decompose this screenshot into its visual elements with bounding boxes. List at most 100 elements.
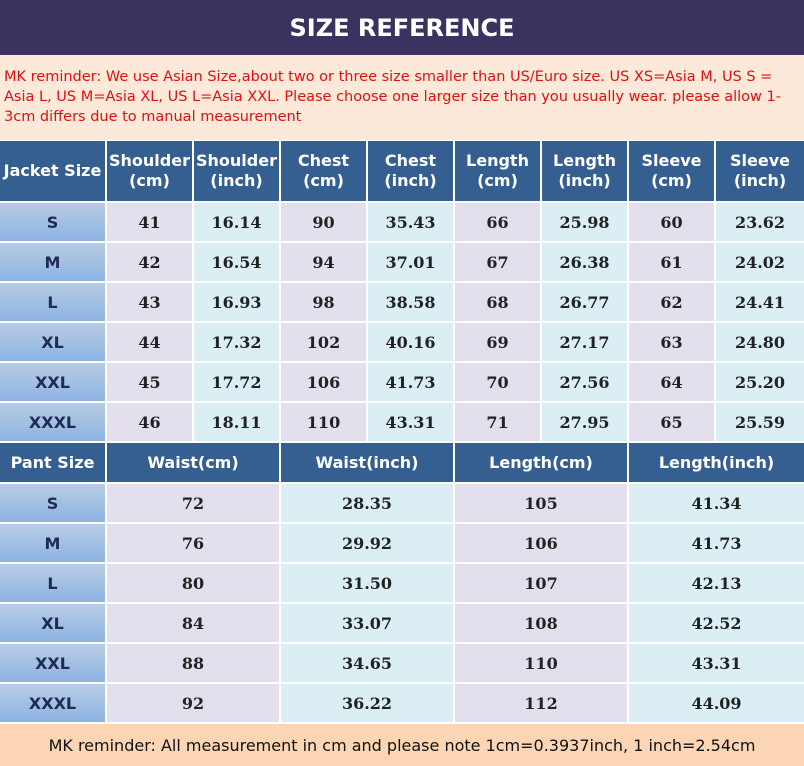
title: SIZE REFERENCE: [0, 0, 804, 55]
value-cell: 17.32: [194, 323, 281, 363]
value-cell: 71: [455, 403, 542, 443]
value-cell: 41: [107, 203, 194, 243]
value-cell: 68: [455, 283, 542, 323]
value-cell: 35.43: [368, 203, 455, 243]
column-header: Shoulder (cm): [107, 141, 194, 203]
value-cell: 27.17: [542, 323, 629, 363]
value-cell: 45: [107, 363, 194, 403]
value-cell: 44.09: [629, 684, 804, 724]
value-cell: 26.77: [542, 283, 629, 323]
column-header: Waist(cm): [107, 443, 281, 484]
value-cell: 43.31: [368, 403, 455, 443]
value-cell: 33.07: [281, 604, 455, 644]
footer-note: MK reminder: All measurement in cm and p…: [0, 724, 804, 766]
value-cell: 60: [629, 203, 716, 243]
size-cell: XL: [0, 323, 107, 363]
size-cell: XXXL: [0, 403, 107, 443]
size-cell: S: [0, 484, 107, 524]
column-header: Chest (cm): [281, 141, 368, 203]
value-cell: 67: [455, 243, 542, 283]
value-cell: 29.92: [281, 524, 455, 564]
size-cell: XL: [0, 604, 107, 644]
value-cell: 63: [629, 323, 716, 363]
value-cell: 107: [455, 564, 629, 604]
value-cell: 24.02: [716, 243, 804, 283]
value-cell: 43.31: [629, 644, 804, 684]
value-cell: 106: [455, 524, 629, 564]
value-cell: 27.95: [542, 403, 629, 443]
value-cell: 70: [455, 363, 542, 403]
value-cell: 44: [107, 323, 194, 363]
size-cell: L: [0, 564, 107, 604]
size-cell: XXXL: [0, 684, 107, 724]
column-header: Chest (inch): [368, 141, 455, 203]
value-cell: 41.73: [368, 363, 455, 403]
value-cell: 80: [107, 564, 281, 604]
column-header: Length (inch): [542, 141, 629, 203]
value-cell: 28.35: [281, 484, 455, 524]
column-header: Sleeve (cm): [629, 141, 716, 203]
size-cell: S: [0, 203, 107, 243]
column-header: Length(inch): [629, 443, 804, 484]
value-cell: 16.14: [194, 203, 281, 243]
value-cell: 94: [281, 243, 368, 283]
value-cell: 65: [629, 403, 716, 443]
value-cell: 23.62: [716, 203, 804, 243]
value-cell: 36.22: [281, 684, 455, 724]
value-cell: 108: [455, 604, 629, 644]
value-cell: 98: [281, 283, 368, 323]
value-cell: 24.80: [716, 323, 804, 363]
value-cell: 37.01: [368, 243, 455, 283]
value-cell: 43: [107, 283, 194, 323]
value-cell: 26.38: [542, 243, 629, 283]
value-cell: 112: [455, 684, 629, 724]
reminder: MK reminder: We use Asian Size,about two…: [0, 55, 804, 140]
value-cell: 66: [455, 203, 542, 243]
value-cell: 31.50: [281, 564, 455, 604]
value-cell: 64: [629, 363, 716, 403]
value-cell: 38.58: [368, 283, 455, 323]
column-header: Sleeve (inch): [716, 141, 804, 203]
value-cell: 41.34: [629, 484, 804, 524]
value-cell: 27.56: [542, 363, 629, 403]
value-cell: 90: [281, 203, 368, 243]
value-cell: 25.20: [716, 363, 804, 403]
value-cell: 92: [107, 684, 281, 724]
value-cell: 34.65: [281, 644, 455, 684]
value-cell: 105: [455, 484, 629, 524]
value-cell: 110: [455, 644, 629, 684]
size-cell: XXL: [0, 363, 107, 403]
value-cell: 102: [281, 323, 368, 363]
value-cell: 110: [281, 403, 368, 443]
value-cell: 25.98: [542, 203, 629, 243]
column-header: Length (cm): [455, 141, 542, 203]
value-cell: 84: [107, 604, 281, 644]
value-cell: 76: [107, 524, 281, 564]
value-cell: 106: [281, 363, 368, 403]
column-header: Jacket Size: [0, 141, 107, 203]
value-cell: 46: [107, 403, 194, 443]
value-cell: 42.52: [629, 604, 804, 644]
value-cell: 42: [107, 243, 194, 283]
size-cell: L: [0, 283, 107, 323]
value-cell: 16.54: [194, 243, 281, 283]
column-header: Waist(inch): [281, 443, 455, 484]
column-header: Shoulder (inch): [194, 141, 281, 203]
value-cell: 41.73: [629, 524, 804, 564]
column-header: Length(cm): [455, 443, 629, 484]
value-cell: 88: [107, 644, 281, 684]
value-cell: 42.13: [629, 564, 804, 604]
value-cell: 61: [629, 243, 716, 283]
size-cell: XXL: [0, 644, 107, 684]
value-cell: 25.59: [716, 403, 804, 443]
size-cell: M: [0, 524, 107, 564]
size-cell: M: [0, 243, 107, 283]
value-cell: 16.93: [194, 283, 281, 323]
value-cell: 24.41: [716, 283, 804, 323]
value-cell: 18.11: [194, 403, 281, 443]
column-header: Pant Size: [0, 443, 107, 484]
value-cell: 62: [629, 283, 716, 323]
value-cell: 69: [455, 323, 542, 363]
value-cell: 17.72: [194, 363, 281, 403]
